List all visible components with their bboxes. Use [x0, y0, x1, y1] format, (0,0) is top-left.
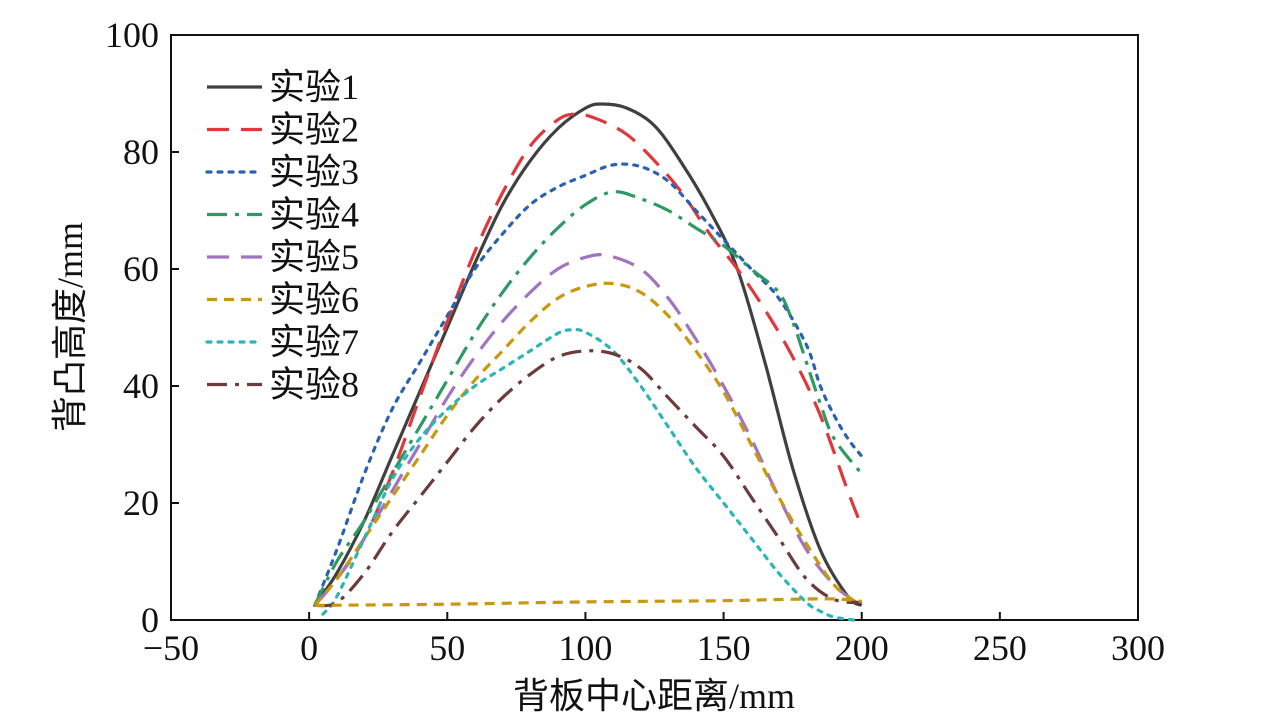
- x-axis: −50 0 50 100 150 200 250 300: [143, 612, 1165, 668]
- x-axis-title: 背板中心距离/mm: [513, 676, 795, 716]
- x-tick-label: 150: [697, 628, 751, 668]
- legend-label: 实验1: [269, 67, 359, 107]
- y-tick-label: 80: [123, 132, 159, 172]
- y-axis-title: 背凸高度/mm: [50, 222, 90, 432]
- y-tick-label: 100: [105, 15, 159, 55]
- x-tick-label: 100: [558, 628, 612, 668]
- x-tick-label: 300: [1111, 628, 1165, 668]
- series-line-9: [314, 597, 862, 607]
- y-axis: 0 20 40 60 80 100: [105, 15, 179, 640]
- series-line-8: [314, 349, 862, 608]
- legend-label: 实验3: [269, 152, 359, 192]
- legend-label: 实验8: [269, 365, 359, 405]
- y-tick-label: 60: [123, 249, 159, 289]
- series-line-4: [313, 190, 863, 607]
- plot-frame: [170, 34, 1139, 621]
- legend-label: 实验2: [269, 110, 359, 150]
- y-tick-label: 20: [123, 483, 159, 523]
- x-tick-label: 200: [835, 628, 889, 668]
- legend-label: 实验5: [269, 237, 359, 277]
- series-line-3: [313, 162, 864, 607]
- x-tick-label: 250: [973, 628, 1027, 668]
- series-line-5: [313, 253, 858, 607]
- legend-label: 实验7: [269, 322, 359, 362]
- x-tick-label: 50: [429, 628, 465, 668]
- legend-label: 实验4: [269, 195, 359, 235]
- y-tick-label: 40: [123, 366, 159, 406]
- series-line-1: [313, 102, 863, 607]
- y-tick-label: 0: [141, 600, 159, 640]
- legend-label: 实验6: [269, 280, 359, 320]
- series-line-2: [313, 112, 864, 607]
- series-line-7: [321, 327, 855, 622]
- x-tick-label: 0: [300, 628, 318, 668]
- x-tick-label: −50: [143, 628, 199, 668]
- series-layer: [313, 102, 864, 622]
